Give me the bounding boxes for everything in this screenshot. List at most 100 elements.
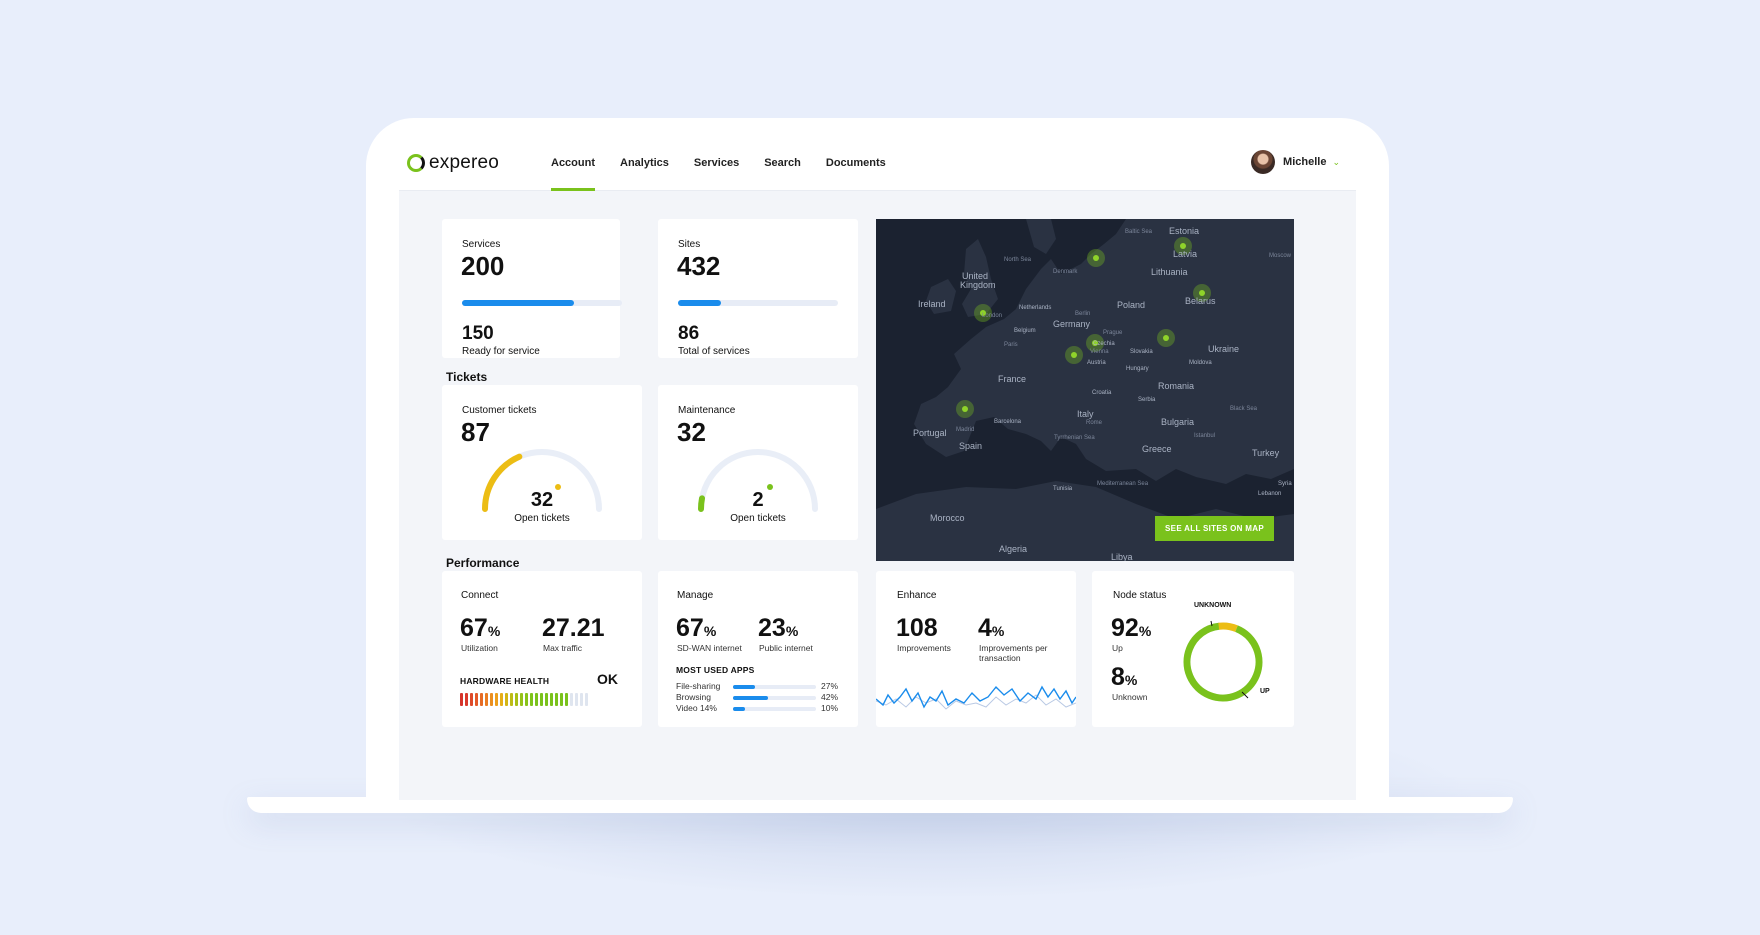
map-label-romania: Romania bbox=[1158, 381, 1195, 391]
per-transaction-unit: % bbox=[991, 623, 1005, 639]
hardware-health-bar bbox=[575, 693, 578, 706]
map-label-latvia: Latvia bbox=[1173, 249, 1198, 259]
map-site-dot[interactable] bbox=[1065, 346, 1083, 364]
services-card[interactable]: Services 200 150 Ready for service bbox=[442, 219, 622, 358]
map-site-dot[interactable] bbox=[1174, 237, 1192, 255]
max-traffic-value: 27.21 bbox=[542, 614, 605, 642]
node-status-card[interactable]: Node status 92% Up 8% Unknown UNKNOWN UP bbox=[1092, 571, 1294, 727]
nav-search[interactable]: Search bbox=[764, 157, 801, 169]
map-label-spain: Spain bbox=[959, 441, 983, 451]
map-label-prague: Prague bbox=[1103, 330, 1123, 336]
user-menu[interactable]: Michelle ⌄ bbox=[1251, 150, 1340, 174]
per-transaction-label: Improvements per transaction bbox=[979, 643, 1048, 663]
node-up-unit: % bbox=[1138, 623, 1152, 639]
public-internet-number: 23 bbox=[758, 614, 786, 642]
hardware-health-bar bbox=[500, 693, 503, 706]
nav-analytics[interactable]: Analytics bbox=[620, 157, 669, 169]
hardware-health-bar bbox=[470, 693, 473, 706]
connect-label: Connect bbox=[461, 590, 499, 601]
sites-total-label: Total of services bbox=[678, 346, 750, 357]
sdwan-label: SD-WAN internet bbox=[677, 643, 742, 653]
services-ready-value: 150 bbox=[462, 323, 494, 344]
sparkline-secondary bbox=[876, 694, 1076, 710]
hardware-health-bar bbox=[495, 693, 498, 706]
map-label-baltic-sea: Baltic Sea bbox=[1125, 229, 1153, 235]
map-site-dot[interactable] bbox=[1193, 284, 1211, 302]
map-label-syria: Syria bbox=[1278, 481, 1292, 487]
hardware-health-bar bbox=[460, 693, 463, 706]
map-site-dot[interactable] bbox=[1157, 329, 1175, 347]
hardware-health-bar bbox=[480, 693, 483, 706]
nav-account[interactable]: Account bbox=[551, 135, 595, 191]
node-status-label: Node status bbox=[1113, 590, 1167, 601]
public-internet-value: 23% bbox=[758, 614, 798, 643]
customer-tickets-card[interactable]: Customer tickets 87 32 Open tickets bbox=[442, 385, 642, 540]
nav-services[interactable]: Services bbox=[693, 157, 740, 169]
performance-title: Performance bbox=[446, 556, 520, 570]
app-name: Browsing bbox=[676, 692, 711, 702]
map-label-morocco: Morocco bbox=[930, 513, 965, 523]
app-name: Video 14% bbox=[676, 703, 717, 713]
hardware-health-bar bbox=[550, 693, 553, 706]
hardware-health-bar bbox=[555, 693, 558, 706]
app-row-browsing: Browsing 42% bbox=[676, 692, 838, 703]
public-internet-unit: % bbox=[785, 623, 799, 639]
sites-progress-track bbox=[678, 300, 838, 306]
sites-card[interactable]: Sites 432 86 Total of services bbox=[658, 219, 858, 358]
hardware-health-bar bbox=[525, 693, 528, 706]
node-unknown-label: Unknown bbox=[1112, 692, 1148, 702]
map-label-austria: Austria bbox=[1087, 360, 1106, 366]
app-header: expereo Account Analytics Services Searc… bbox=[399, 135, 1356, 191]
max-traffic-label: Max traffic bbox=[543, 643, 583, 653]
app-screen: expereo Account Analytics Services Searc… bbox=[399, 135, 1356, 800]
map-label-london: London bbox=[982, 313, 1003, 319]
sites-value: 432 bbox=[677, 251, 721, 281]
sparkline-primary bbox=[876, 685, 1076, 709]
map-label-germany: Germany bbox=[1053, 319, 1091, 329]
maintenance-open-tickets-label: Open tickets bbox=[730, 513, 786, 524]
hardware-health-bar bbox=[570, 693, 573, 706]
app-bar-fill bbox=[733, 685, 756, 689]
map-label-slovakia: Slovakia bbox=[1130, 349, 1153, 355]
customer-tickets-gauge bbox=[482, 449, 602, 512]
map-label-berlin: Berlin bbox=[1075, 311, 1091, 317]
logo[interactable]: expereo bbox=[407, 152, 499, 174]
main-nav: Account Analytics Services Search Docume… bbox=[551, 135, 911, 191]
enhance-label: Enhance bbox=[897, 590, 937, 601]
map-label-kingdom: Kingdom bbox=[960, 280, 996, 290]
map-label-vienna: Vienna bbox=[1090, 349, 1109, 355]
utilization-unit: % bbox=[487, 623, 501, 639]
hardware-health-bar bbox=[485, 693, 488, 706]
app-bar-fill bbox=[733, 696, 768, 700]
connect-card[interactable]: Connect 67% Utilization 27.21 Max traffi… bbox=[442, 571, 642, 727]
sites-progress-fill bbox=[678, 300, 722, 306]
enhance-card[interactable]: Enhance 108 Improvements 4% Improvements… bbox=[876, 571, 1076, 727]
per-transaction-label-line2: transaction bbox=[979, 653, 1021, 663]
maintenance-card[interactable]: Maintenance 32 2 Open tickets bbox=[658, 385, 858, 540]
laptop-base bbox=[247, 797, 1513, 813]
sites-map[interactable]: Estonia Baltic Sea North Sea Latvia Mosc… bbox=[876, 219, 1294, 561]
nav-documents[interactable]: Documents bbox=[825, 157, 886, 169]
see-all-sites-button[interactable]: SEE ALL SITES ON MAP bbox=[1155, 516, 1274, 541]
map-land-uk bbox=[962, 239, 998, 317]
hardware-health-bar bbox=[545, 693, 548, 706]
hardware-health-bar bbox=[530, 693, 533, 706]
map-site-dot[interactable] bbox=[956, 400, 974, 418]
map-site-dot[interactable] bbox=[1086, 334, 1104, 352]
donut-up-segment bbox=[1183, 622, 1263, 702]
app-percent: 10% bbox=[820, 703, 838, 713]
map-label-serbia: Serbia bbox=[1138, 397, 1156, 403]
map-site-dot[interactable] bbox=[1087, 249, 1105, 267]
logo-ring-icon bbox=[407, 154, 425, 172]
map-label-portugal: Portugal bbox=[913, 428, 947, 438]
node-up-value: 92% bbox=[1111, 614, 1151, 643]
manage-card[interactable]: Manage 67% SD-WAN internet 23% Public in… bbox=[658, 571, 858, 727]
node-up-label: Up bbox=[1112, 643, 1123, 653]
manage-label: Manage bbox=[677, 590, 714, 601]
hardware-health-bar bbox=[510, 693, 513, 706]
map-label-barcelona: Barcelona bbox=[994, 419, 1022, 425]
map-label-istanbul: Istanbul bbox=[1194, 433, 1216, 439]
app-row-file-sharing: File-sharing 27% bbox=[676, 681, 838, 692]
map-site-dot[interactable] bbox=[974, 304, 992, 322]
app-bar-track bbox=[733, 685, 816, 689]
